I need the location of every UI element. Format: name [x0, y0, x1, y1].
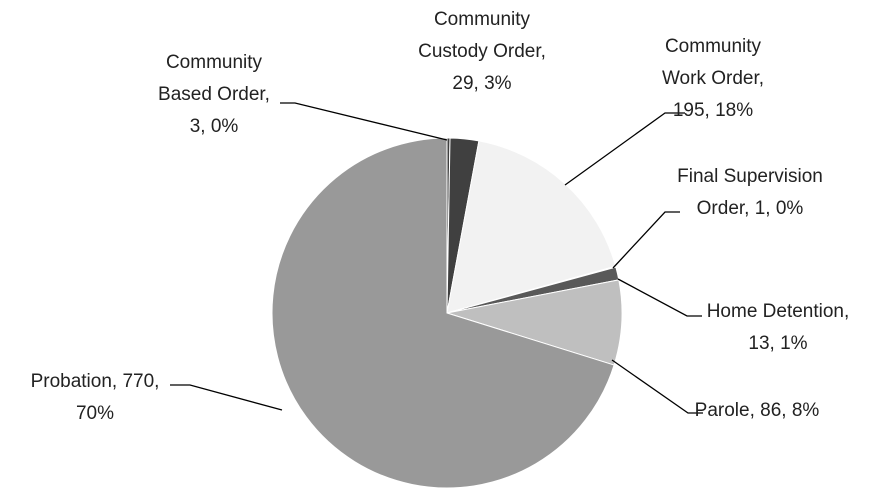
leader-lines — [170, 102, 703, 414]
leader-line — [611, 359, 703, 414]
data-label-line: 195, 18% — [673, 100, 753, 121]
leader-line — [280, 102, 448, 141]
data-label-line: Final Supervision — [677, 166, 823, 187]
data-label-line: Custody Order, — [418, 41, 546, 62]
data-label: Parole, 86, 8% — [695, 400, 820, 421]
data-label: Final Supervision Order, 1, 0% — [677, 166, 823, 219]
data-label-line: 13, 1% — [748, 333, 807, 354]
data-label-line: 3, 0% — [190, 116, 239, 137]
leader-line — [612, 211, 680, 269]
data-label-line: 29, 3% — [452, 73, 511, 94]
data-label-line: Home Detention, — [707, 301, 850, 322]
data-label-line: Community — [166, 52, 263, 73]
slices — [271, 137, 623, 488]
data-label-line: Community — [665, 36, 762, 57]
leader-line — [564, 112, 685, 186]
leader-line — [170, 384, 283, 411]
data-label: Probation, 770, 70% — [31, 371, 160, 424]
data-label: Home Detention, 13, 1% — [707, 301, 850, 354]
data-label-line: Based Order, — [158, 84, 270, 105]
data-label-line: Order, 1, 0% — [697, 198, 804, 219]
data-label-line: Parole, 86, 8% — [695, 400, 820, 421]
data-label: Community Custody Order, 29, 3% — [418, 9, 546, 94]
slice — [271, 137, 615, 488]
slice — [446, 140, 617, 314]
data-label-line: Work Order, — [662, 68, 764, 89]
data-label: Community Work Order, 195, 18% — [662, 36, 764, 121]
data-label-line: Probation, 770, — [31, 371, 160, 392]
leader-line — [617, 278, 702, 317]
data-label-line: 70% — [76, 403, 114, 424]
data-label-line: Community — [434, 9, 531, 30]
data-label: Community Based Order, 3, 0% — [158, 52, 270, 137]
